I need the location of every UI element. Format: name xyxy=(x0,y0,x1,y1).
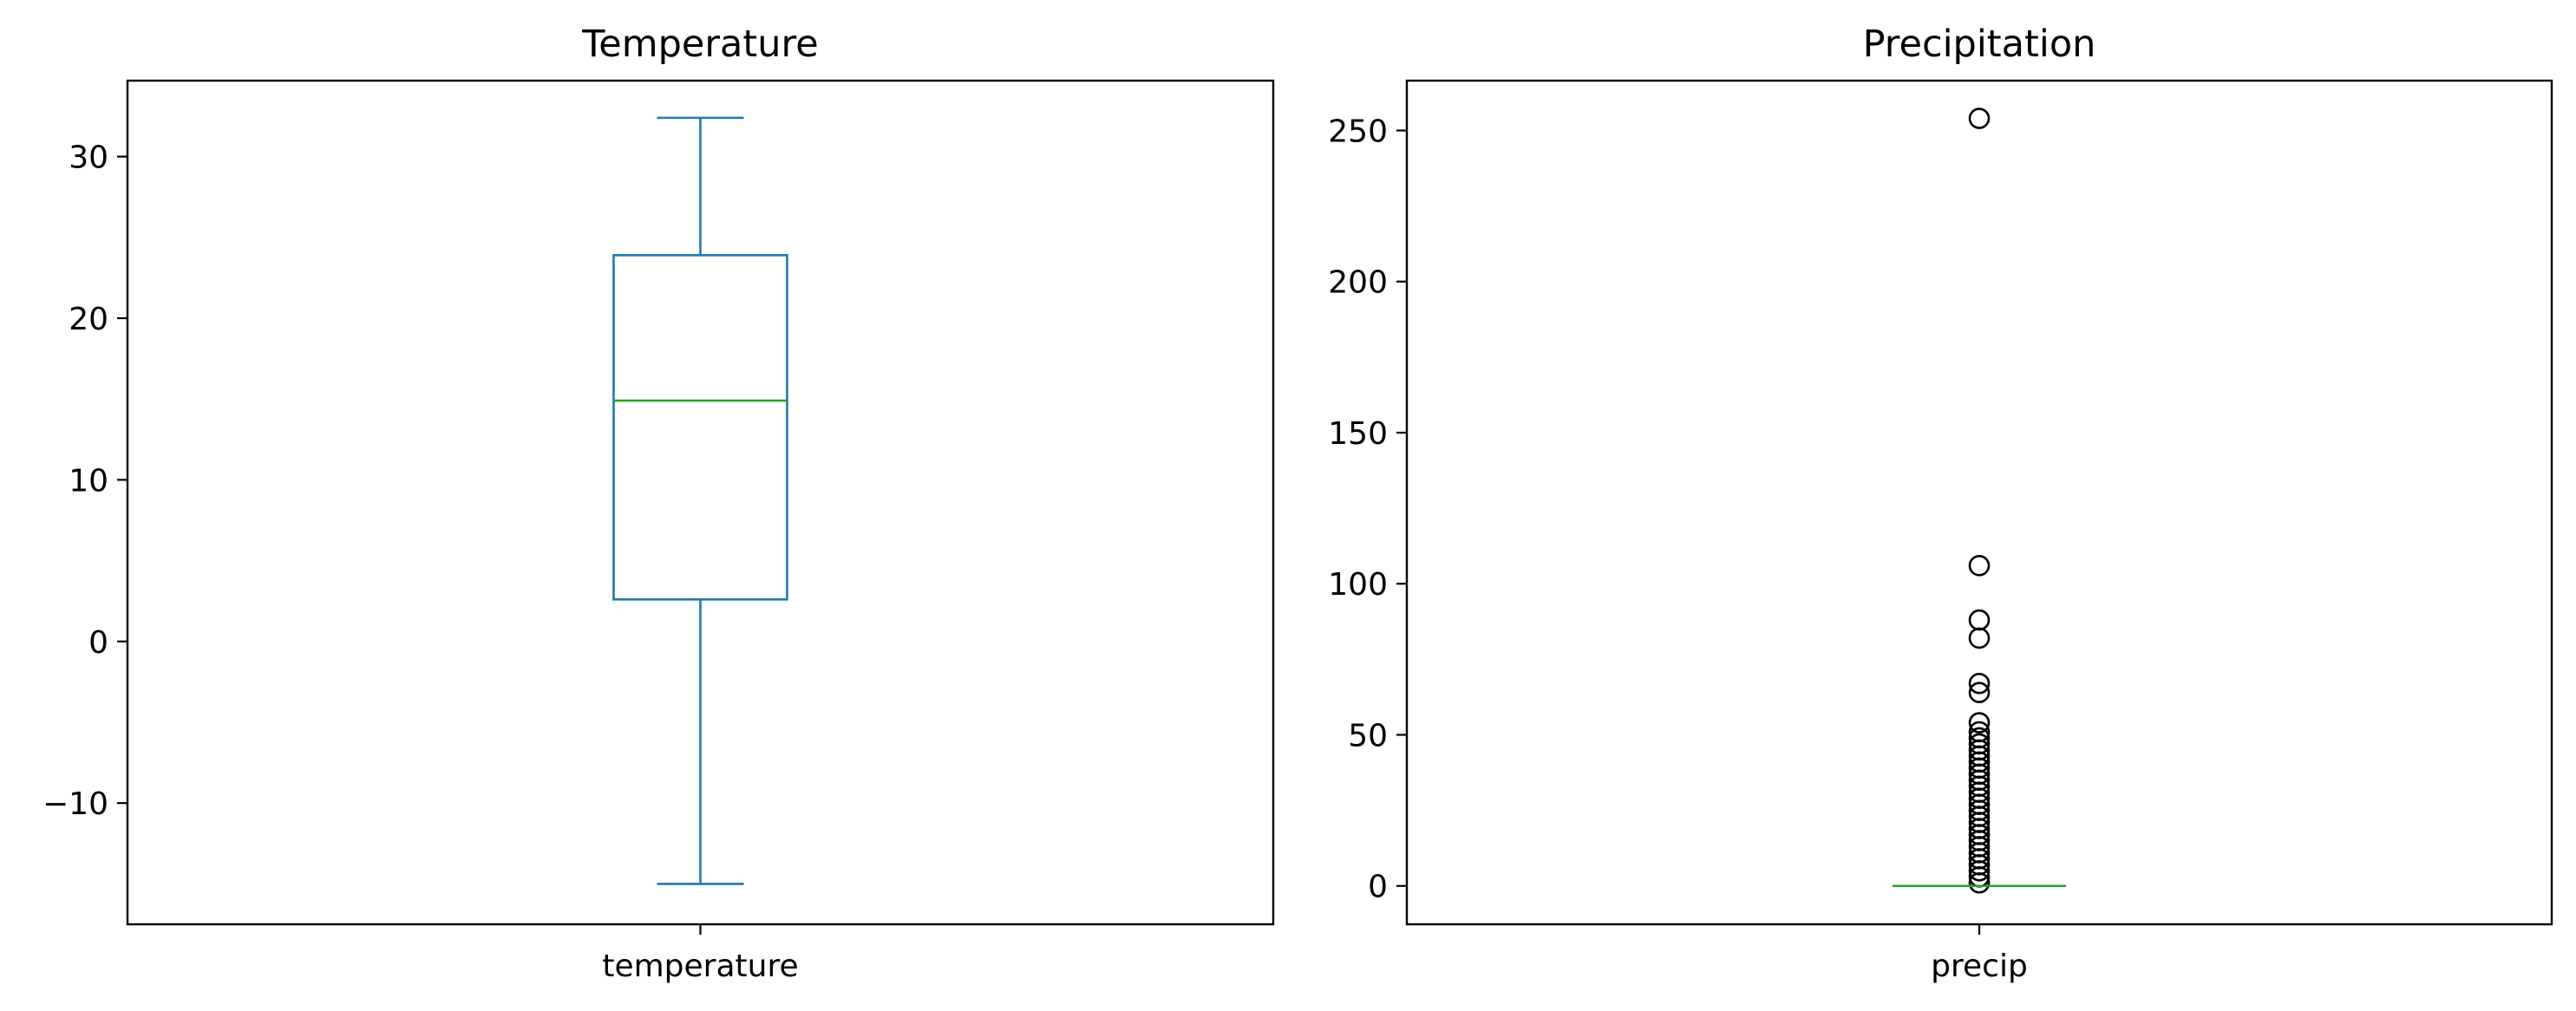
temperature-boxplot-panel: Temperature −10 0 10 20 30 temperature xyxy=(42,23,1275,984)
y-tick-label: 50 xyxy=(1348,718,1388,753)
precipitation-boxplot-panel: Precipitation 0 50 100 150 200 250 precip xyxy=(1328,23,2553,984)
x-category-label: temperature xyxy=(602,949,798,984)
axes-frame xyxy=(126,79,1275,926)
y-tick-label: 30 xyxy=(69,140,108,176)
outlier-point xyxy=(1968,860,1991,882)
y-tick-label: 100 xyxy=(1328,567,1388,603)
chart-title: Temperature xyxy=(581,23,818,66)
y-tick-label: 0 xyxy=(88,625,108,661)
outlier-point xyxy=(1968,627,1991,649)
axes-frame xyxy=(1405,79,2553,926)
y-tick-label: 150 xyxy=(1328,416,1388,452)
y-tick-label: 0 xyxy=(1368,870,1388,905)
outlier-point xyxy=(1968,712,1991,734)
outlier-point xyxy=(1968,682,1991,704)
y-tick-label: 20 xyxy=(69,302,108,337)
y-tick-label: 200 xyxy=(1328,265,1388,301)
y-tick-label: 10 xyxy=(69,463,108,499)
outlier-point xyxy=(1968,871,1991,894)
outlier-point xyxy=(1968,555,1991,577)
outlier-point xyxy=(1968,672,1991,695)
outlier-point xyxy=(1968,609,1991,631)
iqr-box xyxy=(612,254,788,601)
outlier-point xyxy=(1968,108,1991,129)
x-category-label: precip xyxy=(1931,949,2028,984)
chart-title: Precipitation xyxy=(1863,23,2096,66)
y-tick-label: −10 xyxy=(42,786,108,822)
y-tick-label: 250 xyxy=(1328,114,1388,150)
